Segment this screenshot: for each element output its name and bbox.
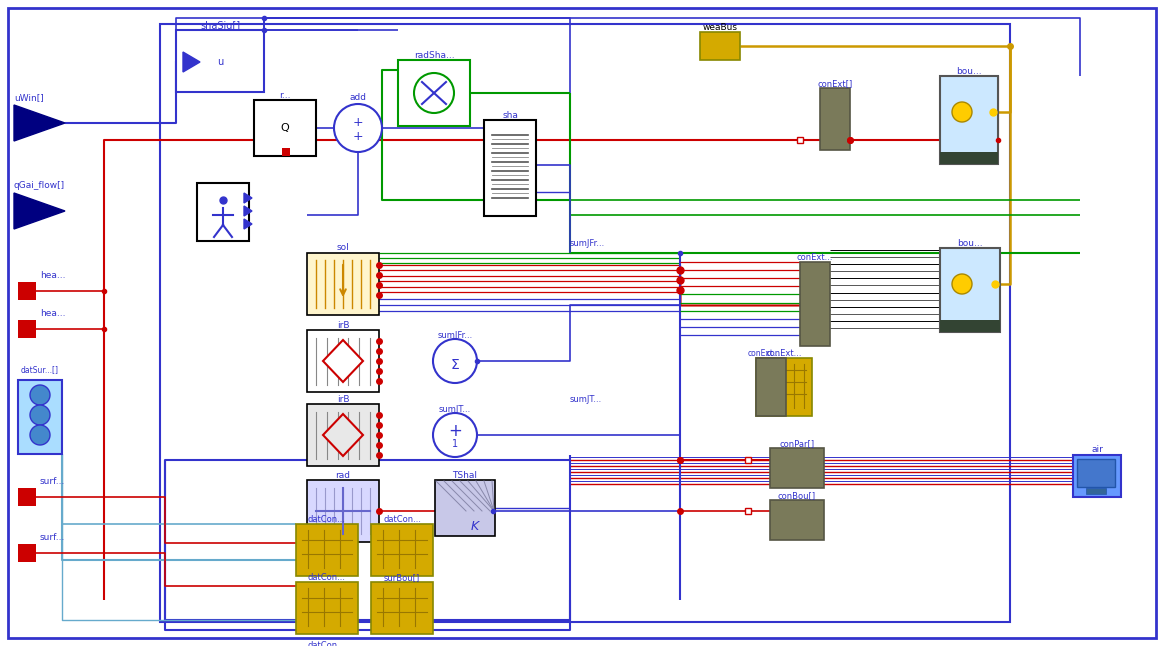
Text: hea...: hea... (40, 271, 65, 280)
Text: datSur...[]: datSur...[] (21, 366, 59, 375)
Text: 1: 1 (452, 439, 459, 449)
Bar (371, 582, 433, 634)
Text: conExt...: conExt... (766, 349, 802, 359)
Bar (755, 358, 786, 416)
Bar (296, 524, 359, 576)
Bar (307, 253, 379, 315)
Bar (800, 262, 830, 346)
Bar (755, 358, 812, 416)
Circle shape (433, 413, 477, 457)
Text: datCon...: datCon... (308, 641, 346, 646)
Text: r...: r... (279, 92, 291, 101)
Bar (941, 76, 998, 164)
Text: conExt...: conExt... (796, 253, 833, 262)
Text: bou...: bou... (957, 240, 982, 249)
Bar (1086, 488, 1106, 494)
Bar (176, 30, 264, 92)
Bar (398, 60, 470, 126)
Polygon shape (14, 105, 65, 141)
Polygon shape (322, 414, 363, 456)
Text: datCon...: datCon... (383, 516, 421, 525)
Bar (17, 282, 36, 300)
Bar (371, 524, 433, 576)
Text: datCon...: datCon... (308, 516, 346, 525)
Bar (296, 582, 359, 634)
Text: weaBus: weaBus (703, 23, 738, 32)
Polygon shape (183, 52, 200, 72)
Text: surf...: surf... (40, 532, 65, 541)
Text: conExt...: conExt... (747, 349, 781, 359)
Text: sumJFr...: sumJFr... (438, 331, 473, 340)
Text: sumJFr...: sumJFr... (570, 238, 605, 247)
Bar (1077, 459, 1115, 487)
Bar (941, 320, 1000, 332)
Bar (484, 120, 535, 216)
Text: sol: sol (336, 244, 349, 253)
Bar (17, 320, 36, 338)
Text: sha: sha (502, 112, 518, 121)
Polygon shape (244, 219, 251, 229)
Text: K: K (471, 519, 480, 532)
Bar (159, 24, 1010, 622)
Circle shape (952, 102, 972, 122)
Text: shaSig[]: shaSig[] (200, 21, 240, 31)
Bar (819, 88, 850, 150)
Text: sumJT...: sumJT... (439, 406, 471, 415)
Bar (771, 448, 824, 488)
Bar (17, 380, 62, 454)
Text: TShaI: TShaI (453, 472, 477, 481)
Text: conBou[]: conBou[] (778, 492, 816, 501)
Bar (282, 148, 290, 156)
Text: bou...: bou... (956, 67, 981, 76)
Bar (941, 248, 1000, 332)
Text: conPar[]: conPar[] (780, 439, 815, 448)
Text: uWin[]: uWin[] (14, 94, 44, 103)
Bar (700, 32, 740, 60)
Text: Σ: Σ (450, 358, 460, 372)
Bar (307, 404, 379, 466)
Text: sumJT...: sumJT... (570, 395, 602, 404)
Text: surf...: surf... (40, 477, 65, 486)
Bar (17, 544, 36, 562)
Bar (197, 183, 249, 241)
Polygon shape (14, 193, 65, 229)
Text: +: + (448, 422, 462, 440)
Text: irB: irB (336, 395, 349, 404)
Polygon shape (244, 193, 251, 203)
Bar (307, 480, 379, 542)
Text: air: air (1091, 446, 1103, 455)
Bar (254, 100, 315, 156)
Bar (307, 330, 379, 392)
Text: qGai_flow[]: qGai_flow[] (14, 182, 65, 191)
Circle shape (433, 339, 477, 383)
Text: add: add (349, 94, 367, 103)
Text: radSha...: radSha... (413, 52, 454, 61)
Circle shape (30, 425, 50, 445)
Circle shape (414, 73, 454, 113)
Circle shape (30, 385, 50, 405)
Text: +: + (353, 116, 363, 129)
Circle shape (30, 405, 50, 425)
Circle shape (334, 104, 382, 152)
Text: datCon...: datCon... (308, 574, 346, 583)
Text: u: u (217, 57, 223, 67)
Text: rad: rad (335, 472, 350, 481)
Bar (1073, 455, 1121, 497)
Text: Q: Q (281, 123, 290, 133)
Bar (435, 480, 495, 536)
Bar (941, 152, 998, 164)
Text: surBou[]: surBou[] (384, 574, 420, 583)
Text: conExt[]: conExt[] (817, 79, 852, 89)
Text: +: + (353, 129, 363, 143)
Bar (17, 488, 36, 506)
Bar (771, 500, 824, 540)
Polygon shape (244, 206, 251, 216)
Text: hea...: hea... (40, 309, 65, 317)
Text: irB: irB (336, 322, 349, 331)
Polygon shape (322, 340, 363, 382)
Circle shape (952, 274, 972, 294)
